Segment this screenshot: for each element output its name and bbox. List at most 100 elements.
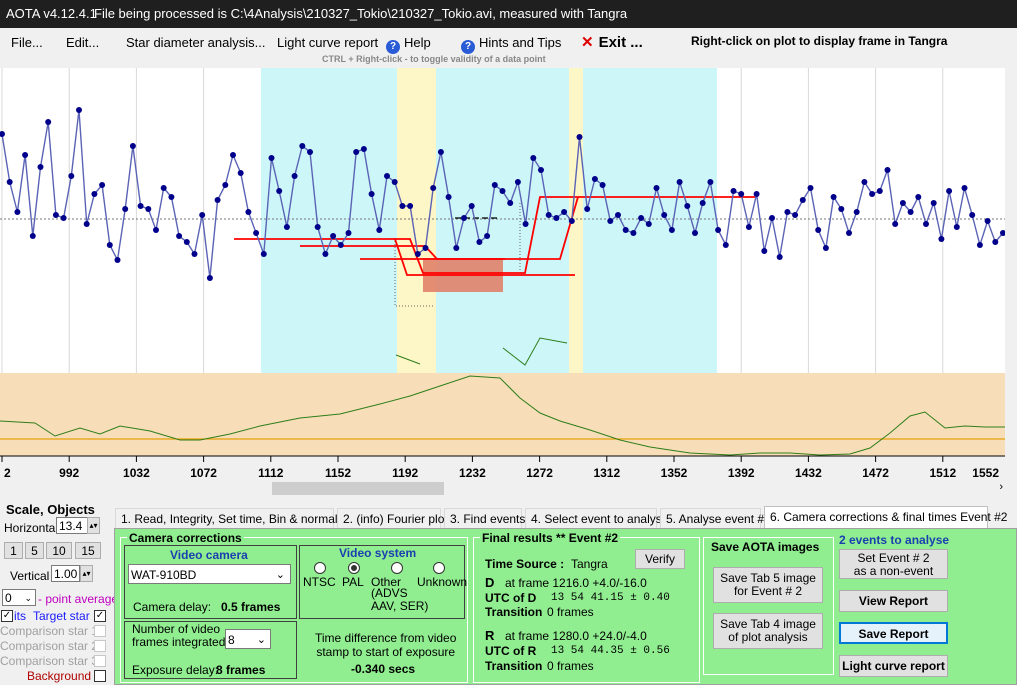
data-point: [499, 188, 506, 194]
scroll-right-icon[interactable]: ›: [999, 481, 1003, 493]
data-point: [183, 239, 190, 245]
chevron-down-icon: ⌄: [24, 593, 32, 603]
data-point: [445, 194, 452, 200]
zoom-10-button[interactable]: 10: [46, 542, 72, 559]
save-report-button[interactable]: Save Report: [839, 622, 948, 644]
data-point: [276, 188, 283, 194]
menu-exit[interactable]: ✕ Exit ...: [581, 33, 643, 51]
video-system-title: Video system: [339, 546, 417, 560]
data-point: [792, 212, 799, 218]
zoom-1-button[interactable]: 1: [4, 542, 23, 559]
data-point: [260, 251, 267, 257]
unknown-radio[interactable]: [433, 562, 445, 574]
comparison-1-checkbox[interactable]: [94, 625, 106, 637]
menu-edit[interactable]: Edit...: [66, 35, 100, 50]
time-diff-value: -0.340 secs: [351, 662, 416, 676]
data-point: [961, 185, 968, 191]
time-source-value: Tangra: [571, 557, 608, 571]
save-tab5-button[interactable]: Save Tab 5 image for Event # 2: [713, 567, 823, 603]
comparison-3-checkbox[interactable]: [94, 655, 106, 667]
camera-model-select[interactable]: WAT-910BD ⌄: [128, 564, 291, 584]
menu-help[interactable]: ? Help: [386, 35, 431, 54]
menu-light-curve-report[interactable]: Light curve report: [277, 35, 379, 50]
background-checkbox[interactable]: [94, 670, 106, 682]
data-point: [99, 182, 106, 188]
data-point: [437, 149, 444, 155]
title-bar: AOTA v4.12.4.1 File being processed is C…: [0, 0, 1017, 28]
camera-model-value: WAT-910BD: [131, 568, 197, 582]
data-point: [822, 245, 829, 251]
d-transition-label: Transition: [485, 605, 543, 619]
scale-objects-title: Scale, Objects: [6, 502, 95, 517]
menu-file[interactable]: File...: [11, 35, 43, 50]
other-radio[interactable]: [391, 562, 403, 574]
menu-help-label: Help: [404, 35, 431, 50]
close-icon: ✕: [581, 34, 594, 51]
horizontal-label: Horizontal: [4, 521, 59, 535]
ntsc-radio[interactable]: [314, 562, 326, 574]
data-point: [607, 218, 614, 224]
ntsc-label: NTSC: [303, 575, 336, 589]
vertical-spinner[interactable]: ▴▾: [80, 565, 93, 582]
its-checkbox[interactable]: ✓: [1, 610, 13, 622]
save-tab4-button[interactable]: Save Tab 4 image of plot analysis: [713, 613, 823, 649]
verify-button[interactable]: Verify: [635, 549, 685, 569]
light-curve-report-button[interactable]: Light curve report: [839, 655, 948, 677]
data-point: [145, 206, 152, 212]
data-point: [753, 191, 760, 197]
horizontal-spinner[interactable]: ▴▾: [87, 517, 100, 534]
zoom-15-button[interactable]: 15: [75, 542, 101, 559]
data-point: [692, 230, 698, 236]
chevron-down-icon: ⌄: [275, 569, 285, 581]
data-point: [461, 215, 467, 221]
data-point: [645, 221, 652, 227]
tab-find-events[interactable]: 3. Find events: [444, 508, 525, 528]
light-curve-series: [0, 107, 1005, 281]
data-point: [29, 233, 36, 239]
menu-star-diameter[interactable]: Star diameter analysis...: [126, 35, 266, 50]
pal-radio[interactable]: [348, 562, 360, 574]
light-curve-plot[interactable]: 2 992 1032 1072 1112 1152 1192 1232 1272 1312 1352…: [0, 68, 1005, 483]
utc-d-value: 13 54 41.15 ± 0.40: [551, 592, 670, 604]
app-title: AOTA v4.12.4.1: [6, 6, 97, 21]
data-point: [60, 215, 67, 221]
zoom-5-button[interactable]: 5: [25, 542, 44, 559]
data-point: [222, 182, 229, 188]
data-point: [1000, 230, 1005, 236]
tab-select-event[interactable]: 4. Select event to analyse: [525, 508, 668, 528]
data-point: [176, 233, 183, 239]
x-tick-label: 1512: [929, 466, 956, 480]
scrollbar-thumb[interactable]: [272, 482, 444, 495]
help-icon: ?: [461, 40, 475, 54]
other-detail: (ADVS AAV, SER): [371, 586, 429, 613]
data-point: [684, 203, 691, 209]
menu-hints[interactable]: ? Hints and Tips: [461, 35, 561, 54]
data-point: [730, 188, 737, 194]
data-point: [68, 173, 75, 179]
target-star-checkbox[interactable]: ✓: [94, 610, 106, 622]
data-point: [545, 212, 552, 218]
data-point: [869, 191, 876, 197]
data-point: [314, 224, 321, 230]
frames-integrated-value: 8: [228, 633, 235, 647]
tab-read-integrity[interactable]: 1. Read, Integrity, Set time, Bin & norm…: [115, 508, 353, 528]
data-point: [915, 194, 922, 200]
comparison-2-checkbox[interactable]: [94, 640, 106, 652]
tab-fourier[interactable]: 2. (info) Fourier plot: [337, 508, 448, 528]
point-average-value: 0: [5, 591, 12, 605]
vertical-input[interactable]: 1.00: [51, 565, 80, 582]
view-report-button[interactable]: View Report: [839, 590, 948, 612]
horizontal-input[interactable]: 13.4: [56, 517, 88, 534]
point-average-select[interactable]: 0 ⌄: [2, 589, 36, 606]
tab-camera-corrections[interactable]: 6. Camera corrections & final times Even…: [764, 506, 1007, 528]
set-non-event-button[interactable]: Set Event # 2 as a non-event: [839, 549, 948, 579]
frames-integrated-select[interactable]: 8 ⌄: [225, 629, 271, 649]
unknown-label: Unknown: [417, 575, 468, 589]
horizontal-scrollbar[interactable]: ›: [0, 481, 1005, 497]
data-point: [861, 179, 868, 185]
data-point: [953, 224, 960, 230]
data-point: [522, 221, 529, 227]
x-tick-label: 992: [59, 466, 79, 480]
tab-analyse-event[interactable]: 5. Analyse event #2: [660, 508, 771, 528]
data-point: [430, 185, 437, 191]
